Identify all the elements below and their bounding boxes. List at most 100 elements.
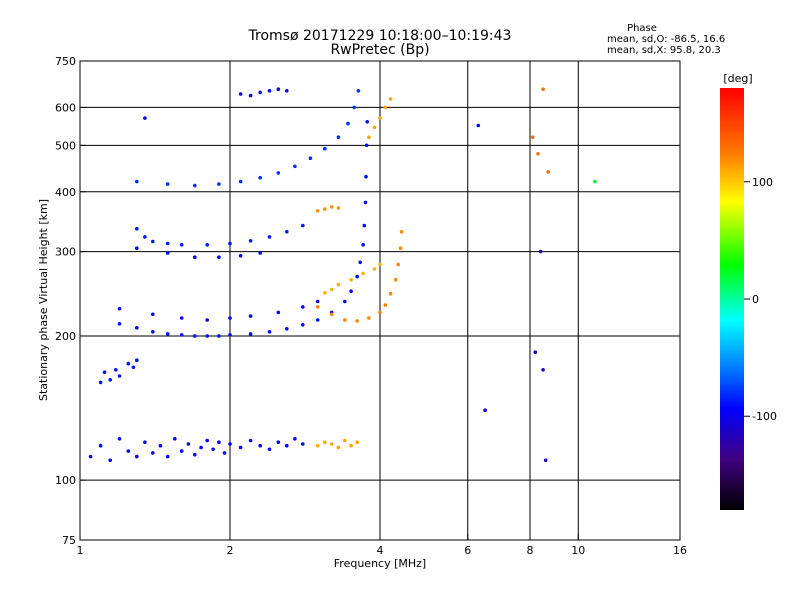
chart-subtitle: RwPretec (Bp) <box>330 42 429 58</box>
data-point <box>355 440 360 445</box>
data-point <box>186 442 191 446</box>
data-point <box>276 171 281 175</box>
data-point <box>135 179 139 184</box>
data-point <box>349 443 353 448</box>
data-point <box>238 179 243 184</box>
data-point <box>323 291 327 295</box>
data-point <box>388 291 393 296</box>
data-point <box>117 306 122 311</box>
data-point <box>267 330 272 334</box>
data-point <box>248 438 253 443</box>
data-point <box>329 287 334 292</box>
data-point <box>355 319 360 323</box>
data-point <box>102 370 107 375</box>
data-point <box>378 310 382 315</box>
data-point <box>364 143 369 148</box>
data-point <box>267 447 272 452</box>
data-point <box>530 135 535 139</box>
data-point <box>315 318 320 322</box>
data-point <box>205 318 209 322</box>
data-point <box>258 90 263 95</box>
data-point <box>135 226 139 231</box>
data-point <box>238 445 243 450</box>
y-tick-label: 400 <box>55 186 76 199</box>
data-point <box>248 314 253 318</box>
data-point <box>293 437 297 441</box>
data-point <box>533 350 538 355</box>
data-point <box>258 251 263 255</box>
data-point <box>301 323 305 327</box>
data-point <box>476 123 481 128</box>
x-tick-label: 2 <box>227 544 234 557</box>
data-point <box>228 316 232 320</box>
data-point <box>126 449 131 453</box>
y-tick-label: 300 <box>55 246 76 259</box>
data-point <box>238 92 243 96</box>
x-tick-label: 10 <box>571 544 585 557</box>
data-point <box>151 239 155 244</box>
data-point <box>285 443 289 448</box>
data-point <box>173 437 177 441</box>
data-point <box>217 255 221 259</box>
data-point <box>378 116 382 120</box>
data-point <box>541 87 545 91</box>
data-point <box>276 310 281 315</box>
data-point <box>483 408 487 413</box>
data-point <box>343 299 347 304</box>
data-point <box>217 334 221 338</box>
data-point <box>301 223 305 228</box>
data-point <box>383 303 388 307</box>
data-point <box>131 365 136 370</box>
data-point <box>143 440 147 445</box>
data-point <box>114 368 118 372</box>
data-point <box>228 333 232 337</box>
data-point <box>538 249 543 254</box>
x-tick-label: 1 <box>77 544 84 557</box>
stats-x-line: mean, sd,X: 95.8, 20.3 <box>607 45 721 56</box>
data-point <box>361 271 365 276</box>
data-point <box>88 454 93 459</box>
y-tick-label: 100 <box>55 474 76 487</box>
data-point <box>365 120 370 124</box>
x-tick-label: 16 <box>673 544 687 557</box>
data-points <box>88 87 597 463</box>
data-point <box>158 443 163 448</box>
data-point <box>151 330 155 334</box>
data-point <box>217 182 221 186</box>
data-point <box>165 454 170 459</box>
data-point <box>193 334 197 338</box>
data-point <box>388 97 393 101</box>
data-point <box>361 243 365 247</box>
data-point <box>179 243 184 247</box>
data-point <box>135 358 139 363</box>
chart-title: Tromsø 20171229 10:18:00–10:19:43 <box>248 28 512 44</box>
data-point <box>315 443 320 448</box>
data-point <box>393 278 398 282</box>
data-point <box>329 442 334 446</box>
data-point <box>336 135 341 139</box>
x-tick-label: 8 <box>527 544 534 557</box>
data-point <box>336 206 341 210</box>
data-point <box>329 312 334 317</box>
data-point <box>367 316 371 320</box>
data-point <box>267 235 272 239</box>
x-axis-label: Frequency [MHz] <box>334 557 426 570</box>
data-point <box>193 183 197 188</box>
data-point <box>343 438 347 443</box>
data-point <box>349 289 353 294</box>
data-point <box>346 121 350 126</box>
data-point <box>383 105 388 110</box>
data-point <box>238 254 243 258</box>
data-point <box>258 175 263 180</box>
data-point <box>329 205 334 209</box>
data-point <box>276 87 281 91</box>
data-point <box>546 170 550 174</box>
y-tick-label: 75 <box>62 534 76 547</box>
stats-o-line: mean, sd,O: -86.5, 16.6 <box>607 34 725 45</box>
colorbar-label: [deg] <box>723 72 752 85</box>
data-point <box>336 282 341 287</box>
data-point <box>179 449 184 453</box>
grid-lines <box>80 61 680 540</box>
x-tick-label: 6 <box>464 544 471 557</box>
